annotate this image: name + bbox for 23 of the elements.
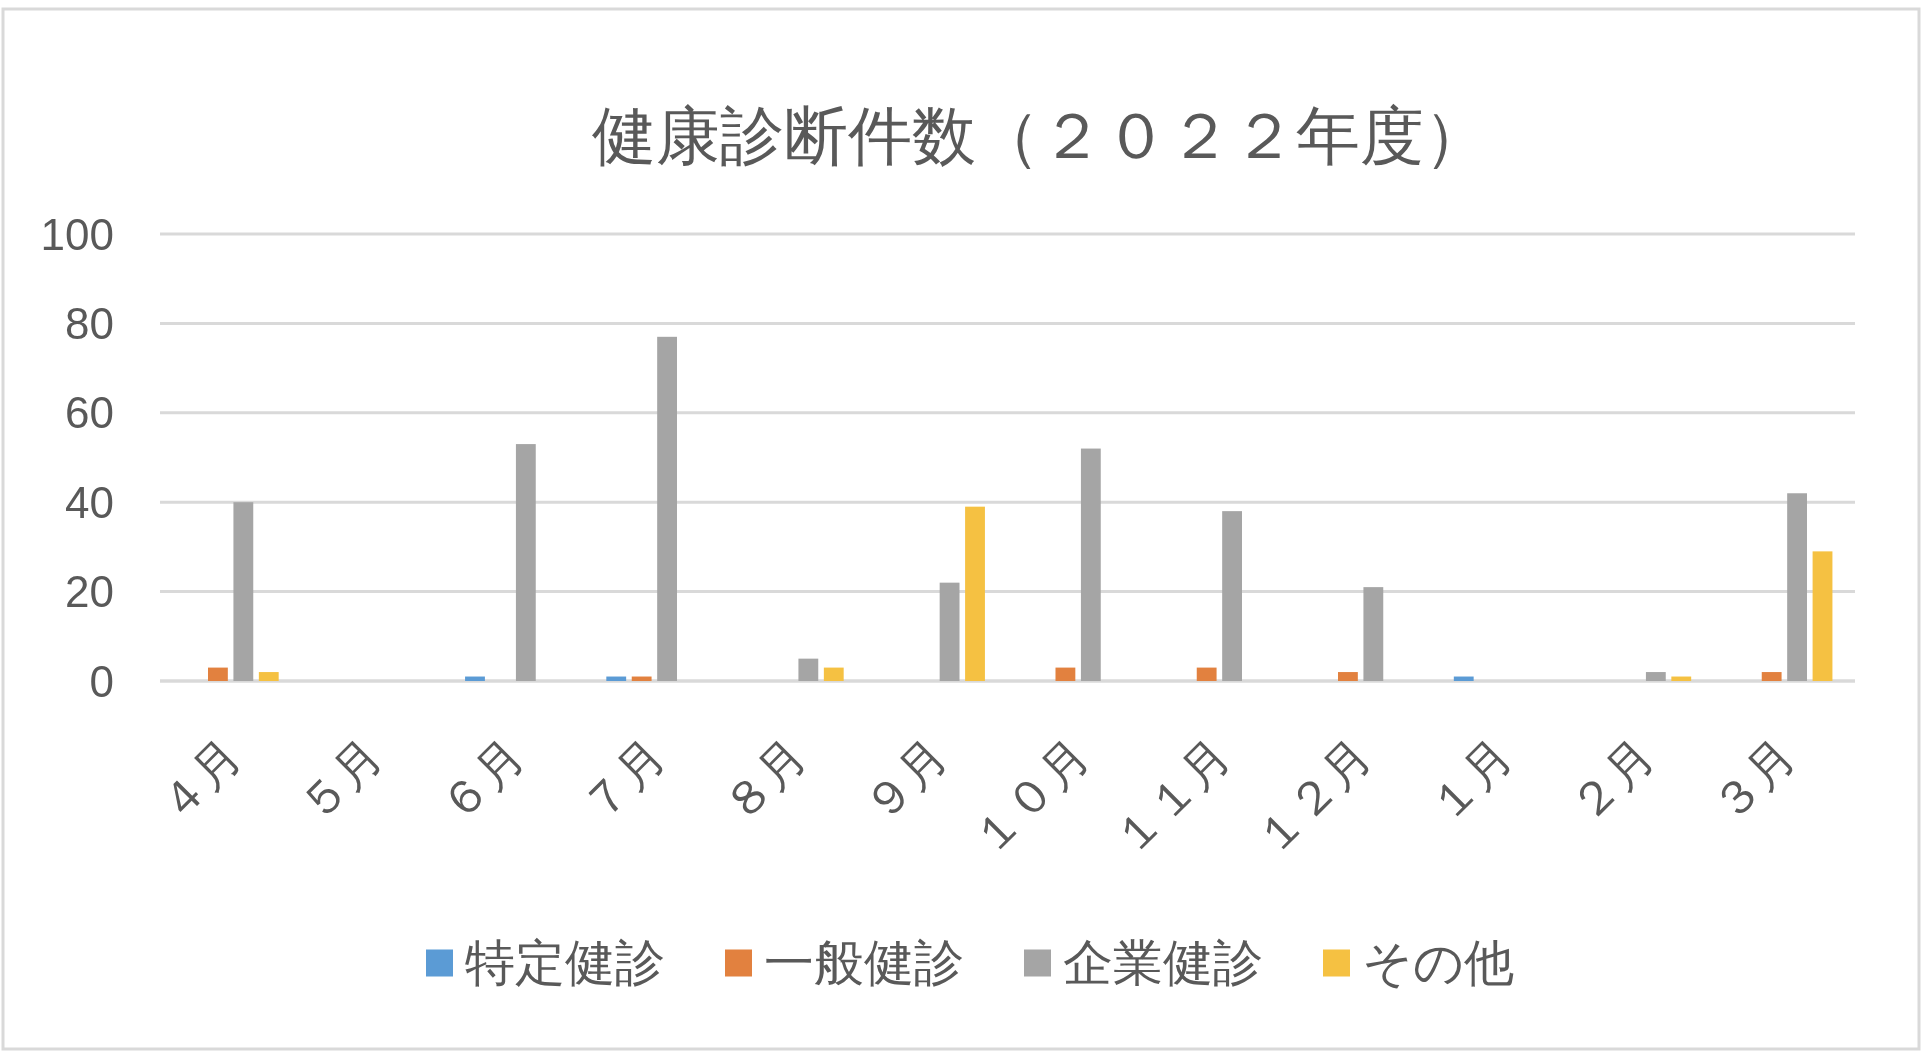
y-tick-label: 20 — [65, 567, 114, 617]
x-tick-label: １月 — [1418, 728, 1523, 833]
x-tick-label: ５月 — [288, 728, 393, 833]
x-tick-label: ２月 — [1559, 728, 1664, 833]
x-tick-label: １０月 — [961, 728, 1099, 866]
y-tick-label: 80 — [65, 298, 114, 348]
x-tick-label: １１月 — [1102, 728, 1241, 866]
y-tick-label: 60 — [65, 388, 114, 438]
legend-label: 一般健診 — [764, 935, 964, 991]
y-tick-label: 40 — [65, 477, 114, 527]
x-tick-label: ７月 — [571, 728, 676, 833]
legend-label: 特定健診 — [465, 935, 665, 991]
x-tick-label: ４月 — [147, 728, 252, 833]
x-tick-label: ３月 — [1701, 728, 1806, 833]
x-tick-label: １２月 — [1244, 728, 1382, 866]
x-tick-label: ９月 — [853, 728, 958, 833]
x-tick-label: ６月 — [429, 728, 534, 833]
legend-label: 企業健診 — [1063, 935, 1263, 991]
title: 健康診断件数（２０２２年度） — [592, 100, 1488, 172]
y-tick-label: 0 — [89, 656, 114, 706]
y-tick-label: 100 — [40, 209, 114, 259]
legend-label: その他 — [1362, 935, 1514, 991]
x-tick-label: ８月 — [712, 728, 817, 833]
